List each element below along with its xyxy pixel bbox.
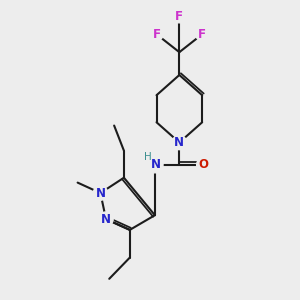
Circle shape [99, 212, 113, 226]
Text: N: N [151, 158, 161, 171]
Text: N: N [95, 187, 105, 200]
Circle shape [172, 135, 187, 150]
Text: N: N [174, 136, 184, 149]
Circle shape [196, 158, 211, 172]
Circle shape [147, 157, 163, 173]
Text: N: N [101, 213, 111, 226]
Text: F: F [198, 28, 206, 41]
Text: F: F [175, 10, 183, 23]
Text: O: O [199, 158, 209, 171]
Circle shape [196, 28, 209, 41]
Circle shape [93, 186, 108, 200]
Circle shape [173, 10, 186, 23]
Text: F: F [152, 28, 160, 41]
Text: H: H [144, 152, 152, 163]
Circle shape [150, 28, 163, 41]
